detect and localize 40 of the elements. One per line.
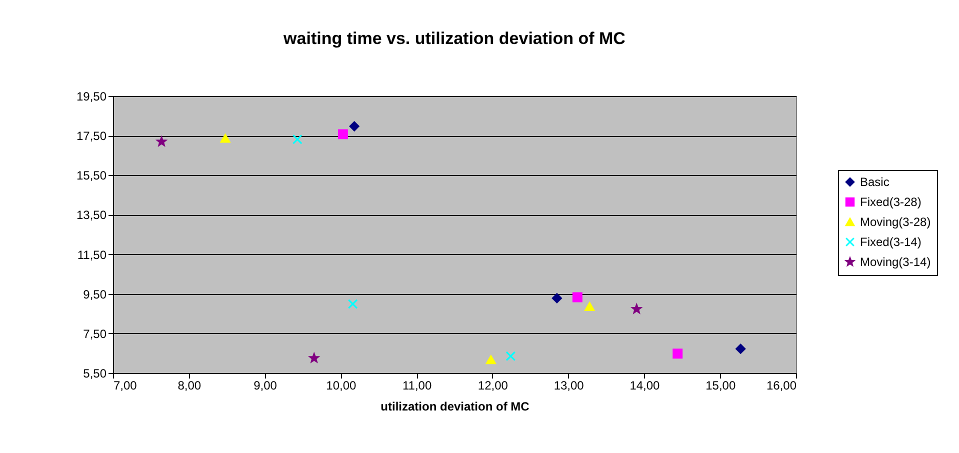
x-tick-label: 11,00 (402, 378, 432, 392)
legend-label: Moving(3-28) (860, 215, 931, 229)
y-tick-label: 9,50 (83, 287, 107, 302)
point (572, 292, 582, 302)
point (632, 304, 642, 314)
point (736, 344, 746, 354)
y-tick-label: 19,50 (76, 90, 107, 104)
x-tick-label: 10,00 (326, 378, 357, 392)
point (486, 355, 496, 364)
y-tick-label: 13,50 (76, 208, 107, 222)
y-tick-label: 5,50 (83, 366, 107, 380)
point (552, 293, 562, 304)
x-tick-label: 13,00 (554, 378, 584, 392)
point (672, 348, 683, 359)
x-tick-label: 15,00 (706, 378, 736, 392)
point (220, 134, 230, 143)
x-tick-label: 9,00 (254, 378, 278, 392)
point (348, 298, 358, 309)
x-tick-label: 7,00 (114, 378, 138, 392)
x-tick-label: 16,00 (766, 378, 797, 392)
y-tick-label: 17,50 (76, 129, 107, 144)
chart-title: waiting time vs. utilization deviation of MC (282, 29, 626, 48)
point (292, 134, 302, 144)
x-tick-label: 12,00 (478, 378, 508, 392)
point (156, 136, 166, 146)
point (338, 129, 348, 140)
point (506, 351, 516, 362)
x-tick-label: 8,00 (178, 378, 202, 392)
legend-label: Basic (860, 175, 890, 189)
y-tick-label: 7,50 (83, 326, 107, 341)
point (584, 302, 595, 311)
point (309, 353, 319, 362)
legend-label: Fixed(3-28) (860, 195, 922, 209)
y-tick-label: 15,50 (76, 168, 107, 183)
legend-label: Moving(3-14) (860, 255, 931, 269)
point (349, 121, 360, 132)
legend-label: Fixed(3-14) (860, 235, 922, 249)
y-tick-label: 11,50 (77, 248, 107, 262)
x-tick-label: 14,00 (630, 378, 660, 392)
x-axis-title: utilization deviation of MC (380, 400, 530, 414)
